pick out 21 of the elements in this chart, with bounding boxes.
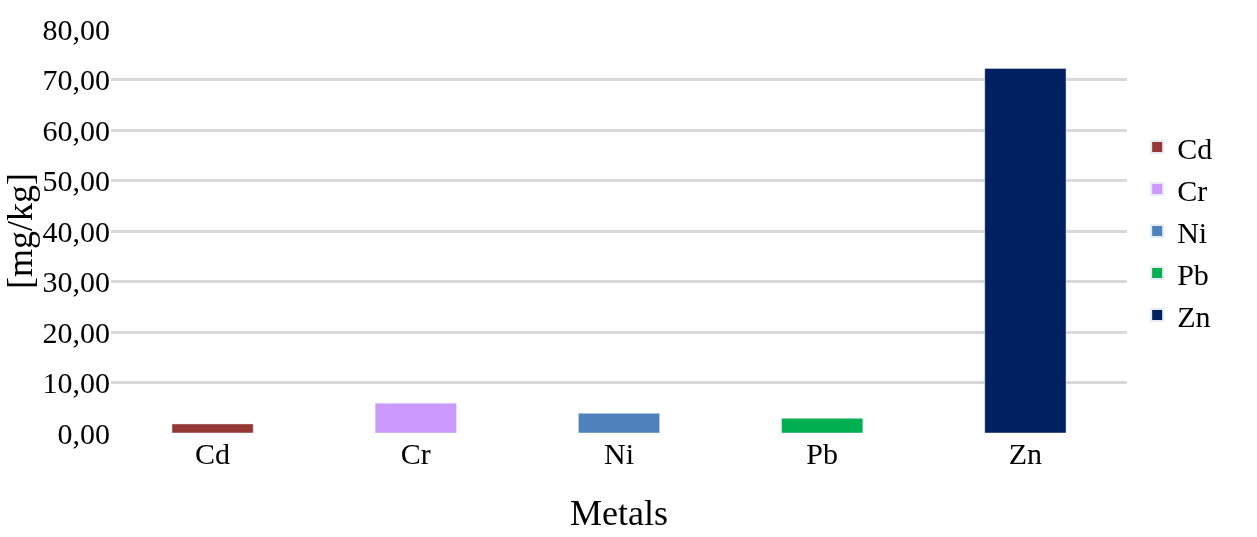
legend-label: Ni [1177,215,1208,249]
y-tick-label: 30,00 [42,265,110,298]
y-tick-label: 10,00 [42,366,110,399]
x-tick-label: Cd [195,437,231,470]
y-tick-label: 80,00 [42,12,110,46]
y-tick-label: 0,00 [57,416,110,450]
y-tick-label: 60,00 [42,113,110,147]
y-axis-title: [mg/kg] [0,173,40,289]
y-tick-label: 20,00 [42,315,110,349]
y-tick-label: 50,00 [42,164,110,197]
x-tick-label: Ni [604,437,634,470]
legend-label: Zn [1177,299,1211,333]
x-tick-label: Pb [806,437,839,470]
y-tick-label: 40,00 [42,214,110,248]
y-tick-label: 70,00 [42,63,110,96]
x-tick-label: Zn [1008,437,1043,470]
x-tick-label: Cr [400,437,431,470]
legend-label: Cd [1177,131,1213,165]
legend-label: Pb [1177,257,1209,291]
x-axis-title: Metals [570,492,668,533]
legend-label: Cr [1177,173,1208,207]
